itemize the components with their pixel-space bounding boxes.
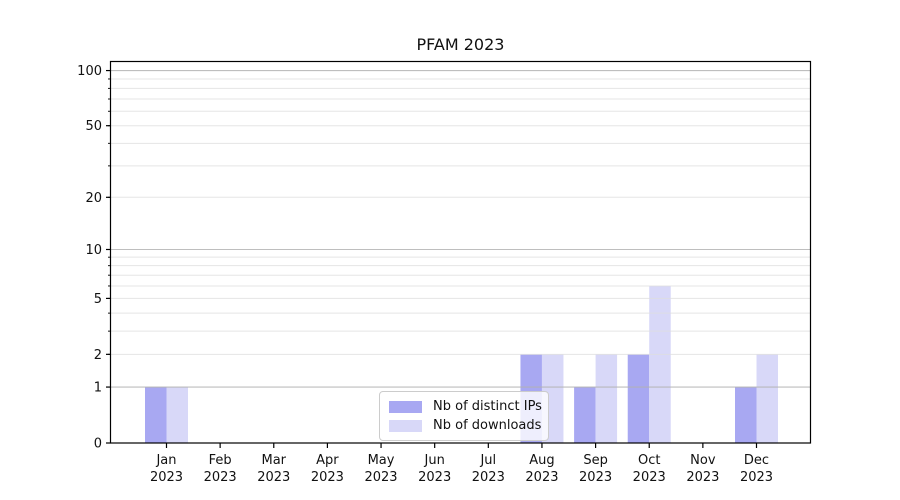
y-tick-label: 5: [94, 292, 102, 307]
x-tick-label-year: 2023: [525, 470, 558, 485]
x-tick-label-month: Mar: [262, 453, 287, 468]
chart-title: PFAM 2023: [416, 35, 505, 54]
legend-label: Nb of downloads: [433, 418, 542, 433]
x-tick-label-year: 2023: [150, 470, 183, 485]
legend-swatch-distinct-ips: [389, 400, 422, 413]
x-tick-label-year: 2023: [257, 470, 290, 485]
bar-distinct-ips-jan: [145, 387, 167, 443]
x-tick-label-year: 2023: [311, 470, 344, 485]
y-tick-label: 20: [85, 191, 102, 206]
legend: Nb of distinct IPs Nb of downloads: [379, 391, 549, 441]
x-tick-label-year: 2023: [364, 470, 397, 485]
y-tick-label: 100: [77, 64, 102, 79]
x-tick-label-month: Oct: [638, 453, 660, 468]
x-tick-label-year: 2023: [204, 470, 237, 485]
x-tick-label-year: 2023: [418, 470, 451, 485]
x-tick-label-year: 2023: [579, 470, 612, 485]
x-tick-label-year: 2023: [686, 470, 719, 485]
y-tick-label: 50: [85, 119, 102, 134]
x-tick-label-year: 2023: [740, 470, 773, 485]
x-tick-label-month: May: [368, 453, 395, 468]
x-tick-label-year: 2023: [472, 470, 505, 485]
x-tick-label-month: Sep: [583, 453, 608, 468]
axes-frame: [109, 60, 812, 444]
x-tick-label-month: Nov: [690, 453, 716, 468]
legend-item-downloads: Nb of downloads: [389, 418, 542, 433]
x-tick-label-month: Apr: [316, 453, 339, 468]
bar-downloads-oct: [649, 285, 671, 443]
x-tick-label-month: Jan: [155, 453, 176, 468]
x-tick-label-month: Jun: [424, 453, 445, 468]
legend-swatch-downloads: [389, 419, 422, 432]
bar-downloads-jan: [166, 387, 188, 443]
x-tick-label-month: Jul: [479, 453, 496, 468]
x-tick-label-month: Aug: [529, 453, 554, 468]
y-tick-label: 0: [94, 437, 102, 452]
bar-distinct-ips-oct: [627, 354, 650, 443]
legend-item-distinct-ips: Nb of distinct IPs: [389, 399, 542, 414]
y-tick-label: 1: [94, 381, 102, 396]
bar-downloads-sep: [595, 354, 618, 443]
bar-distinct-ips-dec: [735, 387, 757, 443]
bar-downloads-dec: [756, 354, 778, 443]
x-tick-label-year: 2023: [633, 470, 666, 485]
legend-label: Nb of distinct IPs: [433, 399, 542, 414]
bar-distinct-ips-sep: [574, 387, 596, 443]
x-tick-label-month: Feb: [209, 453, 232, 468]
x-tick-label-month: Dec: [744, 453, 769, 468]
y-tick-label: 2: [94, 348, 102, 363]
y-tick-label: 10: [85, 243, 102, 258]
